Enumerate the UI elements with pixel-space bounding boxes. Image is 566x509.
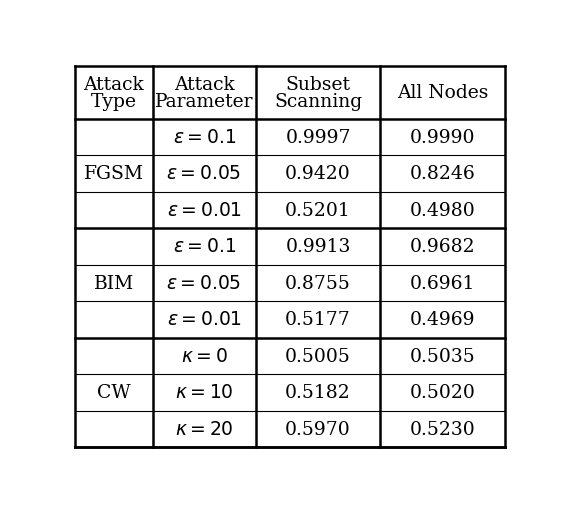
Text: $\kappa = 0$: $\kappa = 0$ xyxy=(181,347,228,365)
Text: 0.5230: 0.5230 xyxy=(410,420,475,438)
Text: 0.5177: 0.5177 xyxy=(285,310,351,329)
Text: Subset: Subset xyxy=(285,75,350,94)
Text: Scanning: Scanning xyxy=(274,93,362,111)
Text: $\epsilon = 0.05$: $\epsilon = 0.05$ xyxy=(166,274,242,292)
Text: $\kappa = 10$: $\kappa = 10$ xyxy=(175,383,233,402)
Text: Attack: Attack xyxy=(174,75,234,94)
Text: 0.9997: 0.9997 xyxy=(285,129,351,147)
Text: $\epsilon = 0.01$: $\epsilon = 0.01$ xyxy=(166,202,242,219)
Text: Attack: Attack xyxy=(83,75,144,94)
Text: $\epsilon = 0.1$: $\epsilon = 0.1$ xyxy=(173,129,235,147)
Text: Type: Type xyxy=(91,93,137,111)
Text: 0.8755: 0.8755 xyxy=(285,274,351,292)
Text: BIM: BIM xyxy=(94,274,134,292)
Text: 0.9420: 0.9420 xyxy=(285,165,351,183)
Text: $\epsilon = 0.05$: $\epsilon = 0.05$ xyxy=(166,165,242,183)
Text: 0.4969: 0.4969 xyxy=(410,310,475,329)
Text: 0.9913: 0.9913 xyxy=(285,238,351,256)
Text: Parameter: Parameter xyxy=(155,93,254,111)
Text: 0.5970: 0.5970 xyxy=(285,420,351,438)
Text: All Nodes: All Nodes xyxy=(397,84,488,102)
Text: 0.5035: 0.5035 xyxy=(410,347,475,365)
Text: CW: CW xyxy=(97,383,131,402)
Text: 0.9990: 0.9990 xyxy=(410,129,475,147)
Text: 0.5182: 0.5182 xyxy=(285,383,351,402)
Text: $\epsilon = 0.01$: $\epsilon = 0.01$ xyxy=(166,310,242,329)
Text: 0.4980: 0.4980 xyxy=(410,202,475,219)
Text: 0.5201: 0.5201 xyxy=(285,202,351,219)
Text: 0.5020: 0.5020 xyxy=(410,383,475,402)
Text: $\kappa = 20$: $\kappa = 20$ xyxy=(175,420,233,438)
Text: 0.5005: 0.5005 xyxy=(285,347,351,365)
Text: 0.9682: 0.9682 xyxy=(410,238,475,256)
Text: 0.6961: 0.6961 xyxy=(410,274,475,292)
Text: FGSM: FGSM xyxy=(84,165,144,183)
Text: 0.8246: 0.8246 xyxy=(410,165,475,183)
Text: $\epsilon = 0.1$: $\epsilon = 0.1$ xyxy=(173,238,235,256)
